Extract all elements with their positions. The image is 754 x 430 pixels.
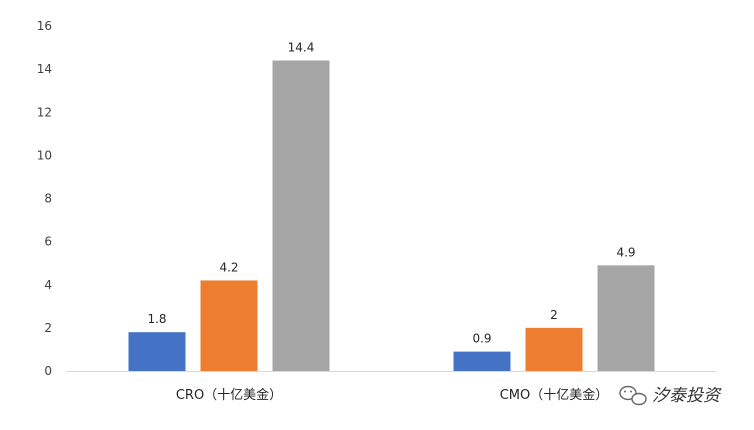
bar <box>200 280 258 371</box>
data-label: 14.4 <box>288 41 315 55</box>
wechat-icon <box>619 385 647 406</box>
data-labels: 1.8 4.2 14.4 0.9 2 4.9 <box>147 41 635 346</box>
bar <box>128 332 186 371</box>
y-tick-label: 16 <box>37 19 52 33</box>
y-tick-label: 2 <box>44 321 52 335</box>
watermark: 汐泰投资 <box>619 385 722 406</box>
y-tick-label: 12 <box>37 105 52 119</box>
x-category-label: CMO（十亿美金） <box>500 387 609 403</box>
data-label: 4.9 <box>616 245 635 259</box>
bars <box>128 60 655 371</box>
data-label: 0.9 <box>472 332 491 346</box>
y-tick-label: 4 <box>44 278 52 292</box>
y-axis: 0 2 4 6 8 10 12 14 16 <box>37 19 52 378</box>
watermark-text: 汐泰投资 <box>652 386 722 406</box>
y-tick-label: 8 <box>44 192 52 206</box>
category-labels: CRO（十亿美金） CMO（十亿美金） <box>176 387 608 403</box>
bar <box>525 327 583 371</box>
data-label: 1.8 <box>147 312 166 326</box>
data-label: 2 <box>550 308 558 322</box>
bar <box>597 265 655 371</box>
y-tick-label: 14 <box>37 62 52 76</box>
y-tick-label: 10 <box>37 148 52 162</box>
x-category-label: CRO（十亿美金） <box>176 387 282 403</box>
data-label: 4.2 <box>219 260 238 274</box>
bar <box>272 60 330 371</box>
y-tick-label: 0 <box>44 364 52 378</box>
y-tick-label: 6 <box>44 235 52 249</box>
bar <box>453 351 511 371</box>
